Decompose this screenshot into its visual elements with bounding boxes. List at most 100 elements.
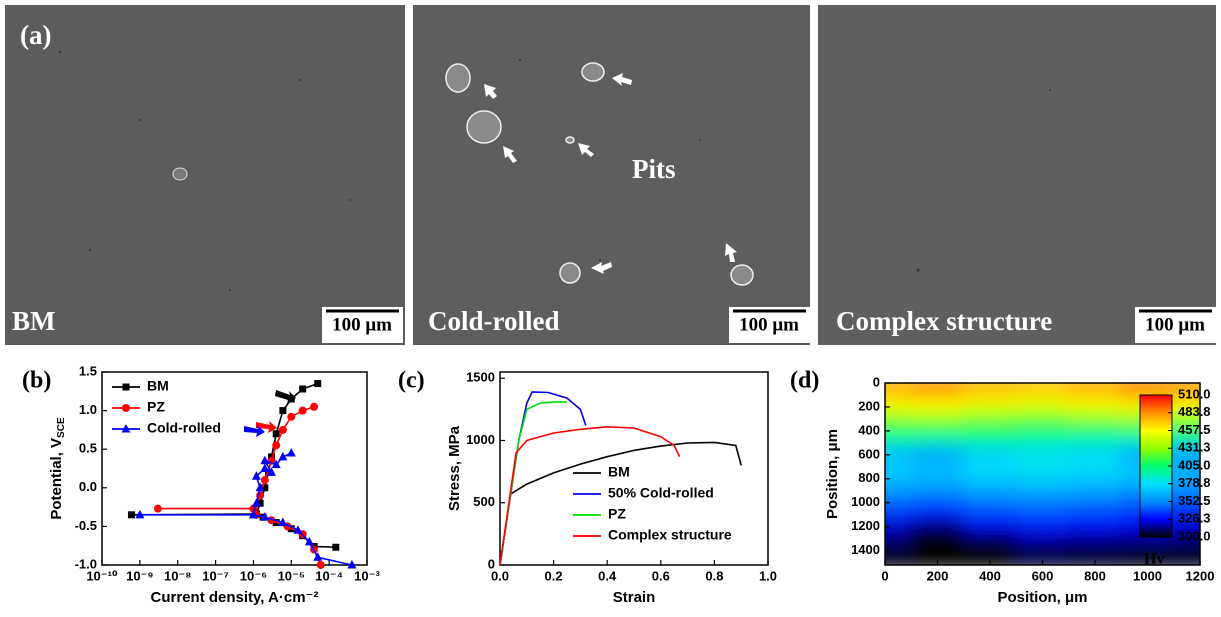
heat-cell: [910, 472, 965, 486]
heat-cell: [910, 544, 965, 558]
heat-cell: [910, 508, 965, 522]
x-axis-label: Current density, A·cm⁻²: [151, 589, 319, 606]
marker: [279, 407, 286, 414]
x-tick-label: 10⁻⁴: [315, 568, 343, 583]
scale-bar: 100 μm: [729, 307, 810, 343]
heat-cell: [1068, 436, 1123, 450]
y-tick-label: -1.0: [75, 556, 97, 571]
heat-cell: [1015, 544, 1070, 558]
marker: [313, 552, 322, 561]
x-tick-label: 800: [1084, 568, 1106, 583]
colorbar-tick-label: 326.3: [1178, 511, 1211, 526]
marker: [299, 407, 307, 415]
heat-cell: [910, 412, 965, 426]
heat-cell: [1068, 460, 1123, 474]
x-tick-label: 0: [881, 568, 888, 583]
heat-cell: [1068, 508, 1123, 522]
x-tick-label: 10⁻⁸: [164, 568, 191, 583]
colorbar-tick-label: 352.5: [1178, 493, 1211, 508]
heat-cell: [1015, 496, 1070, 510]
heat-cell: [1068, 496, 1123, 510]
y-tick-label: 0: [873, 374, 880, 389]
heat-cell: [963, 484, 1018, 498]
x-tick-label: 1200: [1186, 568, 1215, 583]
legend-label: 50% Cold-rolled: [608, 485, 714, 501]
marker: [287, 448, 296, 457]
heat-cell: [963, 412, 1018, 426]
heat-cell: [910, 400, 965, 414]
marker: [122, 404, 130, 412]
x-tick-label: 0.4: [598, 568, 617, 583]
heat-cell: [1068, 448, 1123, 462]
x-tick-label: 0.6: [652, 568, 670, 583]
heat-cell: [1015, 472, 1070, 486]
heat-cell: [963, 436, 1018, 450]
marker: [310, 403, 318, 411]
heat-cell: [1015, 484, 1070, 498]
y-tick-label: 1400: [851, 542, 880, 557]
heat-cell: [1015, 400, 1070, 414]
legend-label: Complex structure: [608, 527, 732, 543]
colorbar-tick-label: 405.0: [1178, 457, 1211, 472]
marker: [154, 505, 162, 513]
heat-cell: [910, 424, 965, 438]
heat-cell: [910, 484, 965, 498]
panel-label: (b): [22, 368, 51, 394]
y-tick-label: 1.0: [79, 402, 97, 417]
y-tick-label: 800: [858, 470, 880, 485]
panel-label: (d): [790, 368, 819, 394]
colorbar-tick-label: 300.0: [1178, 528, 1211, 543]
x-tick-label: 600: [1032, 568, 1054, 583]
heat-cell: [1015, 448, 1070, 462]
micrograph: [413, 5, 810, 345]
micrograph: [5, 5, 405, 345]
heat-cell: [963, 508, 1018, 522]
heat-cell: [963, 448, 1018, 462]
heat-cell: [1015, 520, 1070, 534]
x-tick-label: 400: [979, 568, 1001, 583]
heat-cell: [963, 532, 1018, 546]
colorbar: [1140, 395, 1172, 537]
scale-bar: 100 μm: [1135, 307, 1216, 343]
heat-cell: [1068, 484, 1123, 498]
heat-cell: [963, 460, 1018, 474]
heat-cell: [963, 388, 1018, 402]
heat-cell: [963, 400, 1018, 414]
x-axis-label: Position, μm: [997, 589, 1087, 606]
scale-label: 100 μm: [332, 314, 392, 335]
marker: [332, 544, 339, 551]
y-tick-label: 1200: [851, 518, 880, 533]
marker: [299, 385, 306, 392]
chart-heatmap: 300.0326.3352.5378.8405.0431.3457.5483.8…: [790, 368, 1221, 606]
heat-cell: [963, 472, 1018, 486]
y-tick-label: 200: [858, 398, 880, 413]
marker: [287, 413, 295, 421]
y-axis-label-text: Potential, V: [48, 438, 65, 520]
x-tick-label: 10⁻⁵: [278, 568, 305, 583]
x-tick-label: 0.8: [705, 568, 723, 583]
heat-cell: [910, 448, 965, 462]
heat-cell: [963, 496, 1018, 510]
heat-cell: [1015, 508, 1070, 522]
y-tick-label: 400: [858, 422, 880, 437]
x-tick-label: 10⁻⁶: [240, 568, 267, 583]
y-tick-label: 1.5: [79, 363, 97, 378]
figure: (a) BM Cold-rolled Pits Complex structur…: [0, 0, 1221, 617]
heat-cell: [963, 544, 1018, 558]
marker: [261, 476, 269, 484]
legend-label: BM: [608, 464, 630, 480]
heat-cell: [910, 532, 965, 546]
legend-label: BM: [147, 378, 169, 394]
marker: [279, 426, 287, 434]
marker: [128, 511, 135, 518]
marker: [317, 561, 325, 569]
y-tick-label: 600: [858, 446, 880, 461]
scale-label: 100 μm: [1145, 314, 1205, 335]
y-axis-label-text: Stress, MPa: [446, 425, 463, 511]
x-tick-label: 1.0: [759, 568, 777, 583]
x-tick-label: 10⁻³: [354, 568, 380, 583]
marker: [314, 380, 321, 387]
pit: [173, 168, 187, 180]
y-axis-label-text: Position, μm: [824, 429, 841, 519]
